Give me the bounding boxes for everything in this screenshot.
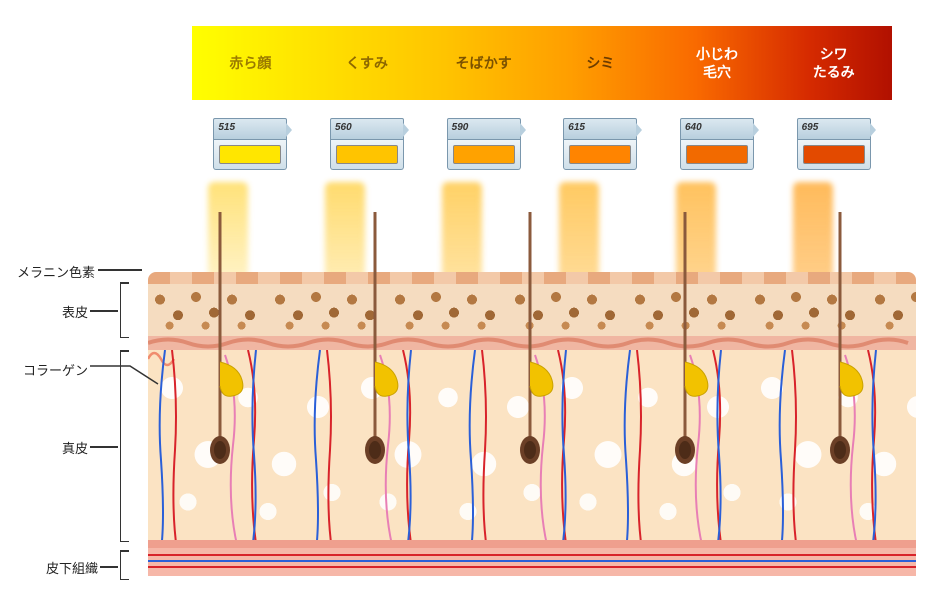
filter-devices-row: 515 560 590 615 640 695 (192, 118, 892, 180)
treatment-label: くすみ (309, 54, 426, 72)
dermis-base-line (148, 540, 916, 548)
filter-device: 640 (680, 118, 754, 180)
hair-follicle (825, 212, 855, 517)
pointer-collagen (90, 358, 160, 388)
subcutaneous-layer (148, 548, 916, 576)
device-body (447, 140, 521, 170)
device-wavelength-label: 590 (447, 118, 521, 140)
skin-cross-section (148, 272, 916, 582)
device-filter-window (336, 145, 398, 164)
tick-melanin (98, 269, 142, 271)
device-filter-window (219, 145, 281, 164)
hair-follicle (360, 212, 390, 517)
filter-device: 515 (213, 118, 287, 180)
treatment-label: 小じわ 毛穴 (659, 45, 776, 81)
device-filter-window (686, 145, 748, 164)
treatment-label: シミ (542, 54, 659, 72)
tick-dermis (90, 446, 118, 448)
device-body (797, 140, 871, 170)
device-filter-window (803, 145, 865, 164)
hair-follicle (515, 212, 545, 517)
device-wavelength-label: 640 (680, 118, 754, 140)
diagram-canvas: 赤ら顔くすみそばかすシミ小じわ 毛穴シワ たるみ 515 560 590 615 640… (0, 0, 930, 614)
device-wavelength-label: 515 (213, 118, 287, 140)
device-body (680, 140, 754, 170)
treatment-label: 赤ら顔 (192, 54, 309, 72)
filter-device: 590 (447, 118, 521, 180)
filter-device: 560 (330, 118, 404, 180)
device-wavelength-label: 560 (330, 118, 404, 140)
label-collagen: コラーゲン (10, 360, 88, 379)
device-wavelength-label: 695 (797, 118, 871, 140)
treatment-label: シワ たるみ (775, 45, 892, 81)
filter-device: 615 (563, 118, 637, 180)
tick-subcutis (100, 566, 118, 568)
device-body (213, 140, 287, 170)
bracket-epidermis (120, 282, 121, 338)
label-melanin: メラニン色素 (0, 262, 95, 281)
treatment-label: そばかす (425, 54, 542, 72)
tick-epidermis (90, 310, 118, 312)
bracket-subcutis (120, 550, 121, 580)
device-filter-window (569, 145, 631, 164)
bracket-dermis (120, 350, 121, 542)
device-body (563, 140, 637, 170)
filter-device: 695 (797, 118, 871, 180)
hair-follicle (670, 212, 700, 517)
device-body (330, 140, 404, 170)
device-wavelength-label: 615 (563, 118, 637, 140)
treatment-gradient-bar: 赤ら顔くすみそばかすシミ小じわ 毛穴シワ たるみ (192, 26, 892, 100)
device-filter-window (453, 145, 515, 164)
label-subcutis: 皮下組織 (28, 558, 98, 577)
label-epidermis: 表皮 (48, 302, 88, 321)
hair-follicle (205, 212, 235, 517)
label-dermis: 真皮 (48, 438, 88, 457)
